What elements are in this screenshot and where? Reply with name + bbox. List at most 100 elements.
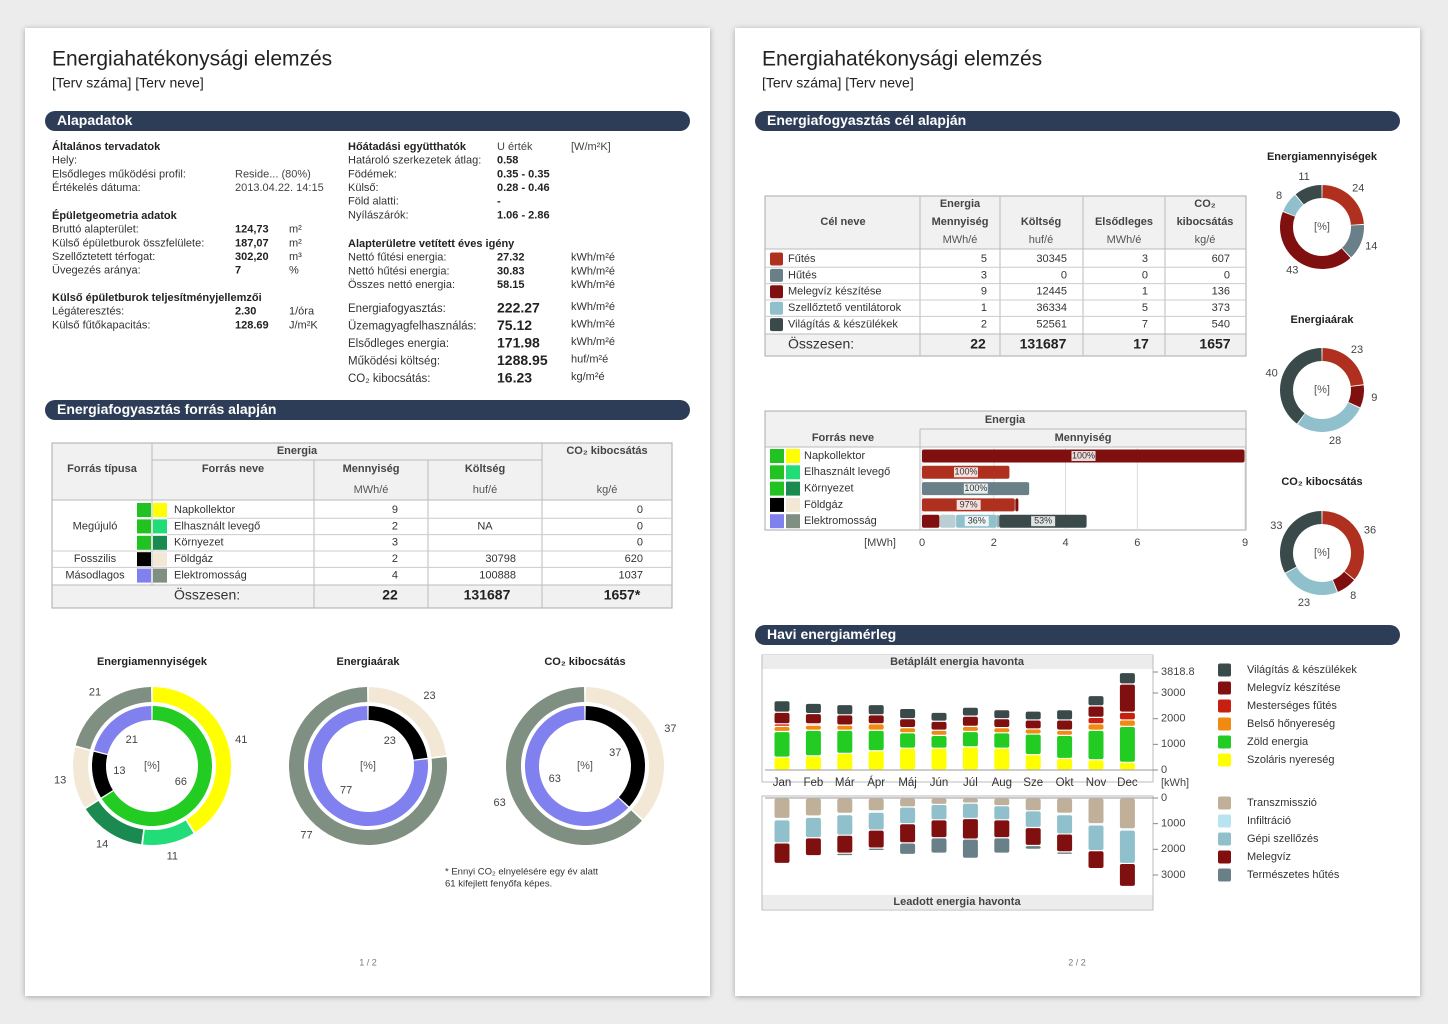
text: 3 xyxy=(1142,253,1148,265)
donut-label: 14 xyxy=(1365,240,1377,252)
bar-segment xyxy=(868,848,884,851)
legend-label: Világítás & készülékek xyxy=(1247,664,1357,676)
donut-label: 11 xyxy=(167,851,178,863)
donut-segment xyxy=(1297,402,1360,433)
x-tick-label: Jún xyxy=(930,777,949,789)
bar-segment xyxy=(774,732,790,757)
text: Összesen: xyxy=(174,586,240,603)
x-tick-label: Júl xyxy=(963,777,978,789)
field-label: Értékelés dátuma: xyxy=(52,181,141,194)
text: 131687 xyxy=(464,587,511,603)
bar-segment xyxy=(994,820,1010,838)
donut-label: 13 xyxy=(113,765,125,777)
bar-segment xyxy=(994,728,1010,733)
field-unit: kWh/m²é xyxy=(571,265,615,277)
bar-segment xyxy=(868,715,884,724)
donut-segment xyxy=(1348,385,1365,408)
field-value: 30.83 xyxy=(497,265,525,277)
legend-label: Természetes hűtés xyxy=(1247,869,1340,881)
bar-segment xyxy=(900,807,916,824)
bar-segment xyxy=(1119,726,1135,762)
bar-segment xyxy=(774,757,790,770)
donut-label: 8 xyxy=(1350,590,1356,602)
text: Energia xyxy=(277,445,318,457)
bar-segment xyxy=(1025,720,1041,729)
x-tick-label: Okt xyxy=(1056,777,1075,789)
text: MWh/é xyxy=(354,484,389,496)
bar-segment xyxy=(1088,760,1104,770)
bar-segment xyxy=(1088,851,1104,868)
bar-segment xyxy=(774,798,790,818)
footnote: * Ennyi CO₂ elnyelésére egy év alatt xyxy=(445,867,598,878)
text: 5 xyxy=(981,253,987,265)
donut-label: 37 xyxy=(664,723,676,735)
bar-segment xyxy=(1025,734,1041,755)
bar-segment xyxy=(774,701,790,712)
legend-label: Szoláris nyereség xyxy=(1247,754,1334,766)
donut-title: Energiaárak xyxy=(1291,314,1355,326)
legend-swatch xyxy=(1218,814,1231,828)
chart-title: Leadott energia havonta xyxy=(893,896,1021,908)
text: [%] xyxy=(360,760,376,772)
donut-label: 9 xyxy=(1371,392,1377,404)
donut-segment xyxy=(1322,511,1364,580)
text: Forrás neve xyxy=(812,432,874,444)
text: 607 xyxy=(1212,253,1230,265)
legend-swatch xyxy=(1218,753,1231,767)
donut-segment xyxy=(1280,212,1351,269)
swatch xyxy=(786,497,800,512)
bar-segment xyxy=(994,806,1010,820)
bar-segment xyxy=(1119,762,1135,770)
legend-swatch xyxy=(1218,832,1231,846)
bar-label: 100% xyxy=(1072,450,1095,460)
donut-segment xyxy=(1332,571,1355,592)
bar-label: 97% xyxy=(960,499,978,509)
bar-segment xyxy=(1057,834,1073,852)
bar-segment xyxy=(900,798,916,807)
text: kg/é xyxy=(597,484,618,496)
text: Földgáz xyxy=(804,499,843,511)
swatch xyxy=(137,503,151,517)
bar-segment xyxy=(962,798,978,803)
text: Elhasznált levegő xyxy=(174,520,260,532)
donut-label: 11 xyxy=(1298,171,1309,183)
donut-title: Energiamennyiségek xyxy=(97,656,208,668)
text: 1288.95 xyxy=(497,352,548,368)
bar-label-bg xyxy=(956,499,981,510)
swatch xyxy=(770,449,784,463)
donut-segment xyxy=(94,706,152,755)
page-subtitle: [Terv száma] [Terv neve] xyxy=(52,75,204,91)
legend-label: Infiltráció xyxy=(1247,815,1291,827)
bar-segment xyxy=(900,728,916,733)
x-tick-label: Sze xyxy=(1023,777,1043,789)
section-bar xyxy=(755,625,1400,645)
swatch xyxy=(153,552,167,567)
legend-label: Transzmisszió xyxy=(1247,797,1317,809)
bar-segment xyxy=(900,748,916,770)
text: 22 xyxy=(970,336,986,352)
text: 620 xyxy=(625,553,643,565)
text: 1657 xyxy=(1199,336,1230,352)
field-unit: % xyxy=(289,265,299,277)
donut-label: 23 xyxy=(384,735,396,747)
text: 5 xyxy=(1142,302,1148,314)
text: Elhasznált levegő xyxy=(804,466,890,478)
donut-segment xyxy=(1295,185,1322,205)
bar-segment xyxy=(931,798,947,804)
field-unit: J/m²K xyxy=(289,319,318,331)
donut-segment xyxy=(143,820,194,845)
bar-segment xyxy=(1057,735,1073,758)
legend-label: Melegvíz xyxy=(1247,851,1291,863)
text: 1 xyxy=(1142,286,1148,298)
swatch xyxy=(770,481,784,496)
field-value: 0.58 xyxy=(497,155,518,167)
swatch xyxy=(786,481,800,496)
bar-segment xyxy=(805,703,821,713)
bar-segment xyxy=(1025,755,1041,770)
bar-segment xyxy=(900,733,916,748)
text: Költség xyxy=(465,463,505,475)
bar-segment xyxy=(1088,706,1104,717)
field-label: Összes nettó energia: xyxy=(348,279,455,291)
bar-segment xyxy=(1119,720,1135,726)
donut-segment xyxy=(1342,224,1365,258)
